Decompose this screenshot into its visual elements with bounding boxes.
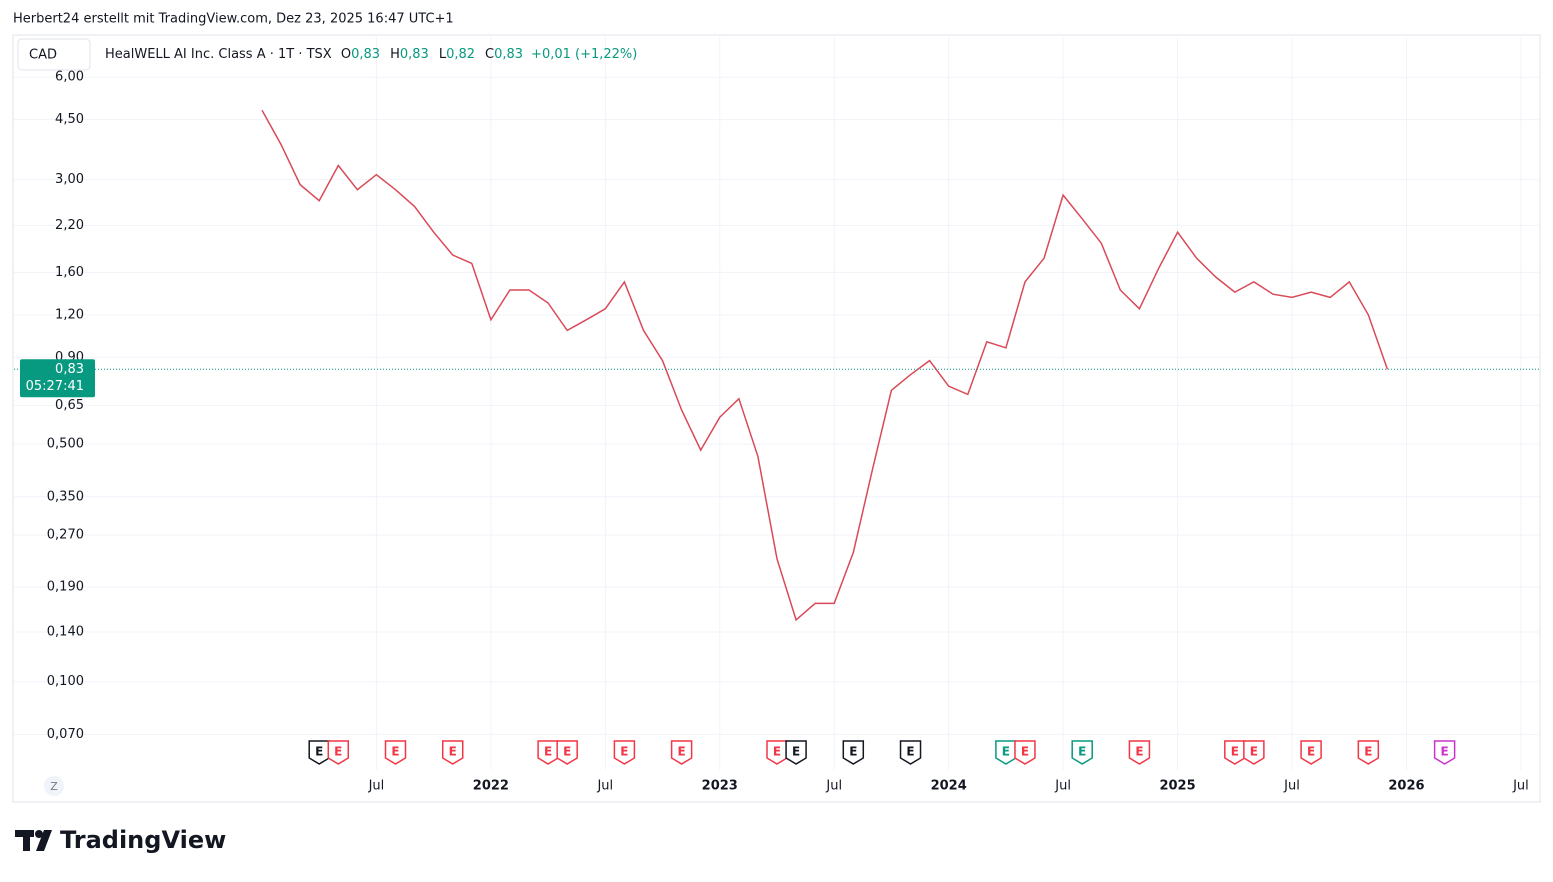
scale-button[interactable]	[44, 776, 64, 796]
earnings-marker	[384, 740, 407, 765]
legend-key: L	[439, 47, 447, 62]
x-tick-label: Jul	[1283, 779, 1300, 794]
header-title: Herbert24 erstellt mit TradingView.com, …	[13, 12, 454, 27]
x-tick-label: 2024	[931, 779, 967, 794]
legend-value: 0,83	[351, 47, 380, 62]
overlay: 0,070 0,100 0,140 0,190 0,270 0,350 0,500 0,65 0…	[14, 70, 1540, 794]
y-tick-label: 3,00	[55, 172, 84, 187]
y-tick-label: 0,100	[47, 674, 84, 689]
earnings-label: E	[544, 745, 552, 759]
y-tick-label: 4,50	[55, 112, 84, 127]
x-tick-label: Jul	[368, 779, 385, 794]
legend-value: 0,83	[400, 47, 429, 62]
y-tick-label: 1,60	[55, 265, 84, 280]
earnings-label: E	[1231, 745, 1239, 759]
y-tick-label: 6,00	[55, 70, 84, 85]
scale-button-label: Z	[50, 780, 58, 793]
legend-change: +0,01 (+1,22%)	[531, 47, 637, 62]
x-tick-label: 2025	[1159, 779, 1195, 794]
earnings-marker	[1128, 740, 1151, 765]
x-tick-label: Jul	[825, 779, 842, 794]
earnings-marker	[613, 740, 636, 765]
earnings-marker	[1357, 740, 1380, 765]
y-tick-label: 1,20	[55, 307, 84, 322]
x-tick-label: 2026	[1388, 779, 1424, 794]
earnings-marker	[556, 740, 578, 765]
grid	[14, 37, 1540, 770]
earnings-label: E	[1250, 745, 1258, 759]
earnings-label: E	[1364, 745, 1372, 759]
x-tick-label: 2022	[473, 779, 509, 794]
logo-slash	[36, 830, 52, 851]
earnings-label: E	[773, 745, 781, 759]
legend-key: H	[390, 47, 400, 62]
earnings-marker	[670, 740, 693, 765]
earnings-marker	[1071, 740, 1093, 765]
earnings-marker	[1433, 740, 1456, 765]
legend-key: O	[341, 47, 351, 62]
y-tick-label: 0,070	[47, 727, 84, 742]
earnings-label: E	[334, 745, 342, 759]
earnings-marker	[785, 740, 807, 765]
price-line	[261, 109, 1389, 622]
earnings-marker	[842, 740, 865, 765]
earnings-marker	[1243, 740, 1265, 765]
legend: HealWELL AI Inc. Class A · 1T · TSX O0,83…	[105, 47, 637, 62]
earnings-label: E	[1002, 745, 1010, 759]
countdown: 05:27:41	[26, 379, 84, 394]
legend-key: C	[485, 47, 494, 62]
legend-symbol: HealWELL AI Inc. Class A · 1T · TSX	[105, 47, 332, 62]
earnings-marker	[308, 740, 330, 765]
earnings-marker	[995, 740, 1017, 765]
currency: CAD	[29, 48, 57, 63]
earnings-label: E	[1021, 745, 1029, 759]
earnings-marker	[537, 740, 559, 765]
earnings-label: E	[1441, 745, 1449, 759]
logo-icon	[15, 830, 52, 851]
y-tick-label: 0,500	[47, 437, 84, 452]
earnings-label: E	[792, 745, 800, 759]
earnings-label: E	[449, 745, 457, 759]
earnings-label: E	[620, 745, 628, 759]
y-tick-label: 0,350	[47, 489, 84, 504]
logo-dot	[35, 830, 43, 838]
earnings-label: E	[678, 745, 686, 759]
y-tick-label: 2,20	[55, 218, 84, 233]
plot	[261, 109, 1389, 622]
earnings-label: E	[1135, 745, 1143, 759]
earnings-marker	[1014, 740, 1036, 765]
y-tick-label: 0,140	[47, 625, 84, 640]
earnings-marker	[1224, 740, 1246, 765]
x-tick-label: Jul	[596, 779, 613, 794]
earnings-marker	[766, 740, 788, 765]
earnings-label: E	[849, 745, 857, 759]
logo: TradingView	[60, 826, 226, 854]
earnings-label: E	[391, 745, 399, 759]
earnings-label: E	[563, 745, 571, 759]
earnings-label: E	[906, 745, 914, 759]
legend-value: 0,83	[494, 47, 523, 62]
earnings-label: E	[1078, 745, 1086, 759]
earnings-marker	[441, 740, 464, 765]
frame	[12, 34, 1541, 803]
x-tick-label: Jul	[1054, 779, 1071, 794]
legend-value: 0,82	[446, 47, 475, 62]
price-tag: 0,83	[55, 362, 84, 377]
y-tick-label: 0,190	[47, 579, 84, 594]
earnings-label: E	[315, 745, 323, 759]
x-tick-label: Jul	[1512, 779, 1529, 794]
x-tick-label: 2023	[702, 779, 738, 794]
y-tick-label: 0,65	[55, 398, 84, 413]
currency-box[interactable]	[17, 38, 91, 71]
price-tag-box	[20, 359, 95, 398]
logo-stem	[23, 830, 30, 851]
y-tick-label: 0,270	[47, 528, 84, 543]
earnings-marker	[1300, 740, 1322, 765]
earnings-label: E	[1307, 745, 1315, 759]
earnings-marker	[899, 740, 922, 765]
earnings-marker	[327, 740, 350, 765]
